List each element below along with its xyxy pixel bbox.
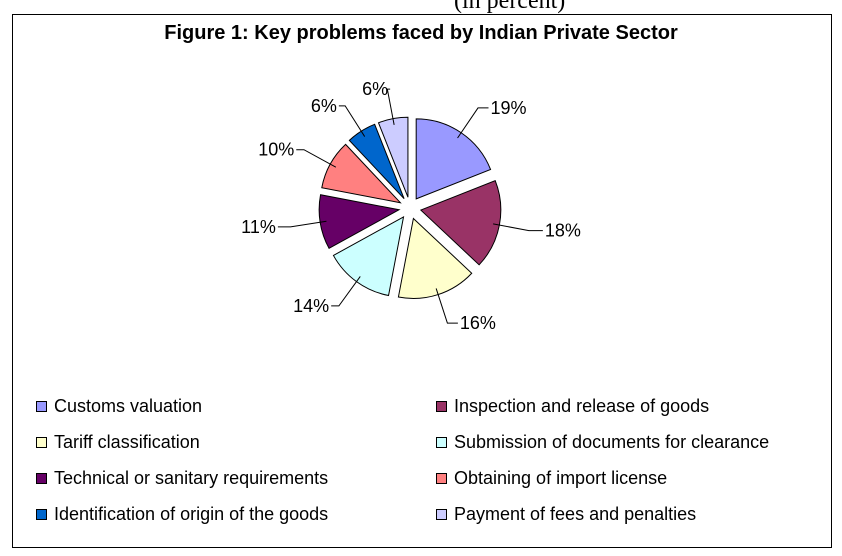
legend-label: Payment of fees and penalties — [454, 504, 697, 524]
chart-title: Figure 1: Key problems faced by Indian P… — [164, 22, 678, 44]
data-label: 19% — [491, 98, 527, 118]
legend-swatch — [436, 473, 447, 484]
data-label: 14% — [293, 296, 329, 316]
leader-line — [386, 88, 395, 125]
leader-line — [338, 105, 366, 137]
data-label: 18% — [545, 221, 581, 241]
data-label: 10% — [258, 140, 294, 160]
legend-label: Submission of documents for clearance — [454, 432, 770, 452]
legend-swatch — [36, 473, 47, 484]
legend-item: Inspection and release of goods — [436, 396, 709, 417]
leader-line — [435, 288, 458, 324]
legend-item: Tariff classification — [36, 432, 200, 453]
data-label: 11% — [241, 217, 276, 237]
legend-swatch — [36, 509, 47, 520]
data-label: 6% — [311, 96, 337, 116]
legend-label: Inspection and release of goods — [454, 396, 710, 416]
legend-label: Technical or sanitary requirements — [54, 468, 329, 488]
leader-line — [493, 223, 543, 232]
legend-swatch — [436, 401, 447, 412]
legend-label: Identification of origin of the goods — [54, 504, 329, 524]
legend-label: Obtaining of import license — [454, 468, 668, 488]
legend-swatch — [36, 401, 47, 412]
legend-item: Identification of origin of the goods — [36, 504, 328, 525]
legend-swatch — [436, 509, 447, 520]
data-label: 6% — [362, 79, 388, 99]
legend-label: Customs valuation — [54, 396, 203, 416]
legend-item: Payment of fees and penalties — [436, 504, 696, 525]
leader-line — [296, 149, 337, 168]
legend-item: Obtaining of import license — [436, 468, 667, 489]
legend-item: Submission of documents for clearance — [436, 432, 769, 453]
legend-swatch — [36, 437, 47, 448]
cropped-heading: (in percent) — [454, 0, 566, 14]
legend-label: Tariff classification — [54, 432, 200, 452]
data-label: 16% — [460, 313, 496, 333]
leader-line — [331, 276, 361, 307]
cropped-heading-text: (in percent) — [0, 0, 842, 18]
legend-swatch — [436, 437, 447, 448]
legend-item: Customs valuation — [36, 396, 202, 417]
leader-line — [277, 220, 327, 228]
legend-item: Technical or sanitary requirements — [36, 468, 328, 489]
leader-line — [457, 107, 489, 139]
